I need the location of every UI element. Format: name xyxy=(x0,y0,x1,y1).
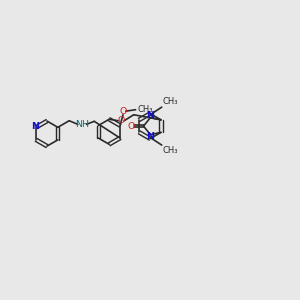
Text: N: N xyxy=(146,111,154,120)
Text: CH₃: CH₃ xyxy=(163,146,178,155)
Text: CH₃: CH₃ xyxy=(137,105,153,114)
Text: N: N xyxy=(31,122,39,130)
Text: CH₃: CH₃ xyxy=(163,97,178,106)
Text: O: O xyxy=(118,116,125,125)
Text: O: O xyxy=(119,107,127,116)
Text: O: O xyxy=(127,122,135,130)
Text: N: N xyxy=(146,132,154,141)
Text: NH: NH xyxy=(75,120,89,129)
